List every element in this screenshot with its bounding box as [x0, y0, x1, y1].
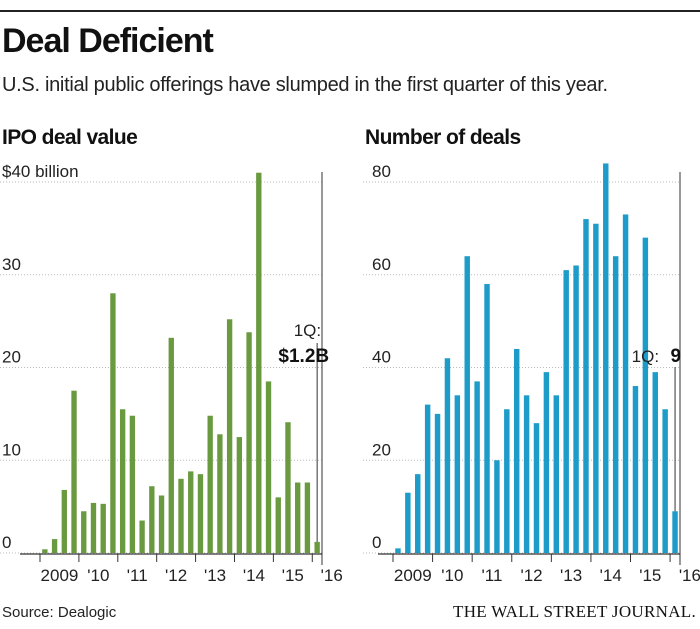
count-bar [484, 284, 490, 553]
value-bar [314, 541, 320, 553]
count-bar [405, 492, 411, 553]
count-bar [662, 409, 668, 553]
count-bar [573, 265, 579, 553]
count-x-tick-label: '16 [679, 566, 700, 585]
value-bar [119, 409, 126, 553]
count-bar [474, 381, 480, 553]
count-bar [434, 413, 441, 553]
value-bar [285, 422, 291, 553]
count-y-tick-label: 20 [372, 440, 391, 459]
count-bar [504, 409, 510, 553]
value-bar [61, 489, 67, 553]
count-bar [494, 460, 500, 553]
count-y-tick-label: 40 [372, 348, 391, 367]
count-bar [424, 404, 431, 553]
count-x-tick-label: '10 [441, 566, 463, 585]
count-bar [444, 358, 451, 553]
value-bar [42, 549, 48, 553]
count-bar [553, 395, 560, 553]
count-bar [583, 219, 589, 553]
value-bar [304, 482, 311, 553]
value-bar [129, 415, 136, 553]
value-bar [90, 502, 97, 553]
value-bar [217, 434, 223, 553]
value-bar [197, 474, 204, 553]
count-bar [533, 423, 540, 553]
count-bar [612, 256, 619, 553]
value-x-tick-label: '16 [321, 566, 343, 585]
page-title: Deal Deficient [2, 22, 214, 60]
count-x-tick-label: '14 [600, 566, 622, 585]
value-y-tick-label: 10 [2, 440, 21, 459]
deal-count-chart-title: Number of deals [365, 126, 521, 149]
count-bar [513, 348, 520, 553]
value-bar [168, 337, 174, 553]
value-bar [149, 486, 155, 553]
value-x-tick-label: '11 [127, 566, 148, 585]
count-x-tick-label: '11 [482, 566, 503, 585]
count-bar [543, 372, 550, 553]
value-x-tick-label: '10 [87, 566, 109, 585]
value-bar [139, 520, 145, 553]
value-bar [226, 319, 233, 553]
count-bar [652, 372, 658, 553]
value-annotation-label: 1Q: [294, 321, 321, 340]
count-bar [593, 223, 599, 554]
count-bar [563, 270, 569, 553]
value-annotation-value: $1.2B [278, 346, 329, 367]
value-bar [110, 293, 116, 553]
count-bar [672, 511, 678, 553]
value-bar [246, 332, 252, 553]
count-bar [454, 395, 461, 553]
count-bar [523, 395, 530, 553]
value-bar [256, 172, 262, 553]
count-bar [622, 214, 629, 553]
count-bar [464, 256, 470, 553]
count-bar [415, 474, 421, 553]
count-bar [603, 163, 609, 553]
value-y-tick-label: 30 [2, 255, 21, 274]
value-bar [188, 471, 194, 553]
value-bar [178, 478, 184, 553]
value-bar [236, 437, 243, 553]
count-y-tick-label: 60 [372, 255, 391, 274]
value-x-tick-label: 2009 [41, 566, 79, 585]
count-annotation-value: 9 [670, 346, 681, 367]
value-bar [100, 503, 106, 553]
value-x-tick-label: '14 [243, 566, 265, 585]
count-bar [395, 548, 401, 553]
value-x-tick-label: '15 [282, 566, 304, 585]
value-bar [265, 381, 272, 553]
count-y-tick-label: 0 [372, 533, 381, 552]
value-y-tick-label: 20 [2, 348, 21, 367]
value-y-tick-label: 0 [2, 533, 11, 552]
count-annotation-label: 1Q: [632, 347, 659, 366]
value-bar [158, 495, 165, 553]
count-y-tick-label: 80 [372, 162, 391, 181]
top-rule [0, 10, 700, 12]
count-x-tick-label: '15 [639, 566, 661, 585]
value-bar [81, 511, 87, 553]
value-bar [71, 390, 77, 553]
count-bar [632, 386, 639, 553]
count-x-tick-label: '13 [560, 566, 582, 585]
value-bar [207, 415, 213, 553]
count-x-tick-label: 2009 [394, 566, 432, 585]
count-x-tick-label: '12 [520, 566, 542, 585]
value-y-tick-label: $40 billion [2, 162, 79, 181]
source-note: Source: Dealogic [2, 604, 117, 621]
count-bar [642, 237, 649, 553]
publisher-logo: THE WALL STREET JOURNAL. [453, 602, 696, 621]
value-bar [275, 497, 281, 553]
value-bar [295, 482, 301, 553]
page-subtitle: U.S. initial public offerings have slump… [2, 74, 608, 96]
deal-value-chart-title: IPO deal value [2, 126, 138, 149]
value-bar [51, 539, 58, 553]
value-x-tick-label: '12 [165, 566, 187, 585]
value-x-tick-label: '13 [204, 566, 226, 585]
